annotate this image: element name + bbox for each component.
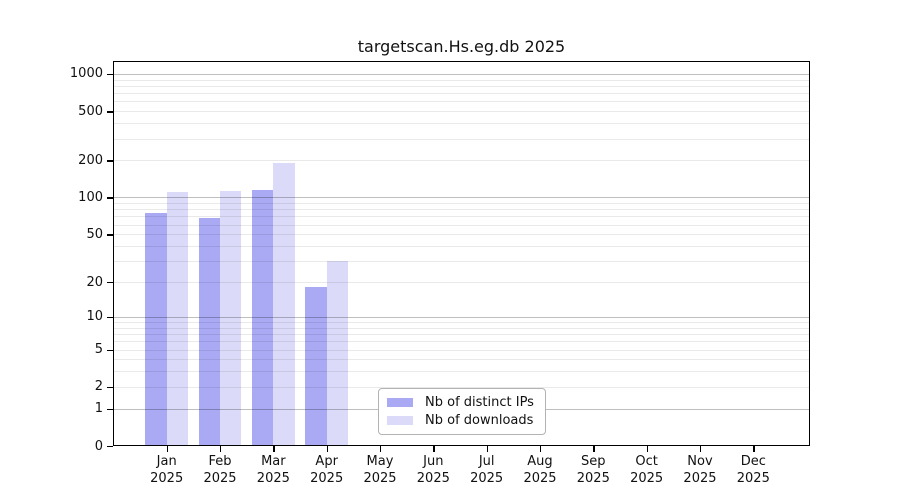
y-tick (107, 316, 113, 319)
y-tick (107, 234, 113, 236)
y-tick (107, 197, 113, 199)
y-tick-label: 500 (78, 103, 103, 119)
x-tick-label-aug: Aug 2025 (523, 454, 557, 486)
gridline-minor (113, 123, 810, 125)
x-tick-label-oct: Oct 2025 (630, 454, 664, 486)
x-tick (753, 446, 755, 452)
x-tick (326, 446, 328, 452)
gridline-minor (113, 349, 810, 351)
gridline-minor (113, 203, 810, 205)
legend-label-distinct-ips: Nb of distinct IPs (425, 395, 534, 410)
gridline-minor (113, 160, 810, 162)
y-tick (107, 349, 113, 351)
x-tick (486, 446, 488, 452)
x-tick-label-jun: Jun 2025 (416, 454, 450, 486)
gridline-minor (113, 327, 810, 329)
y-tick-label: 50 (86, 226, 103, 242)
x-tick (539, 446, 542, 452)
y-tick (107, 386, 113, 389)
x-tick-label-dec: Dec 2025 (736, 454, 770, 486)
gridline-minor (113, 322, 810, 323)
gridline-minor (113, 334, 810, 336)
y-tick-label: 1000 (69, 66, 103, 82)
legend-swatch-downloads (387, 416, 413, 425)
bar-downloads-apr (326, 261, 348, 446)
x-tick (593, 446, 595, 452)
y-tick-label: 200 (78, 152, 103, 168)
x-tick-label-sep: Sep 2025 (576, 454, 610, 486)
gridline-minor (113, 216, 810, 218)
gridline-minor (113, 341, 810, 343)
legend-swatch-distinct-ips (387, 398, 413, 407)
gridline-major (113, 73, 810, 75)
legend-label-downloads: Nb of downloads (425, 413, 534, 428)
gridline-minor (113, 282, 810, 284)
x-tick-label-mar: Mar 2025 (256, 454, 290, 486)
x-tick (220, 446, 222, 452)
gridline-minor (113, 261, 810, 263)
bar-distinct-ips-feb (198, 217, 221, 446)
x-tick (646, 446, 648, 452)
gridline-minor (113, 224, 810, 226)
bar-distinct-ips-mar (252, 190, 274, 446)
y-tick (107, 73, 113, 76)
x-tick (166, 446, 168, 452)
gridline-minor (113, 138, 810, 140)
bar-distinct-ips-apr (305, 287, 327, 446)
gridline-minor (113, 246, 810, 247)
y-tick (107, 160, 113, 162)
gridline-minor (113, 85, 810, 87)
gridline-minor (113, 111, 810, 113)
gridline-minor (113, 371, 810, 373)
y-tick-label: 20 (86, 274, 103, 290)
y-tick (107, 446, 113, 448)
bar-downloads-jan (166, 192, 188, 446)
y-tick (107, 111, 113, 113)
y-tick-label: 10 (86, 309, 103, 325)
y-tick (107, 282, 113, 284)
legend: Nb of distinct IPs Nb of downloads (378, 388, 546, 435)
bar-downloads-feb (220, 190, 242, 446)
x-tick (380, 446, 382, 452)
gridline-minor (113, 386, 810, 388)
y-tick-label: 1 (94, 401, 103, 417)
gridline-major (113, 316, 810, 318)
x-tick-label-apr: Apr 2025 (310, 454, 344, 486)
x-tick (273, 446, 275, 452)
x-tick-label-nov: Nov 2025 (683, 454, 717, 486)
gridline-minor (113, 209, 810, 211)
gridline-minor (113, 234, 810, 236)
gridline-minor (113, 79, 810, 81)
gridline-major (113, 197, 810, 199)
bar-distinct-ips-jan (145, 212, 167, 446)
y-tick-label: 0 (94, 438, 103, 454)
gridline-minor (113, 93, 810, 95)
x-tick-label-jan: Jan 2025 (150, 454, 184, 486)
x-tick-label-feb: Feb 2025 (203, 454, 237, 486)
y-tick-label: 2 (94, 379, 103, 395)
x-tick (433, 446, 435, 452)
y-tick-label: 5 (94, 342, 103, 357)
legend-item-distinct-ips: Nb of distinct IPs (387, 395, 537, 410)
legend-item-downloads: Nb of downloads (387, 413, 537, 428)
x-tick-label-jul: Jul 2025 (470, 454, 504, 486)
bar-downloads-mar (273, 163, 295, 446)
chart-title: targetscan.Hs.eg.db 2025 (357, 37, 566, 56)
x-tick (699, 446, 702, 452)
y-tick (107, 408, 113, 410)
gridline-minor (113, 359, 810, 361)
x-tick-label-may: May 2025 (363, 454, 397, 486)
y-tick-label: 100 (78, 189, 103, 205)
gridline-minor (113, 101, 810, 103)
